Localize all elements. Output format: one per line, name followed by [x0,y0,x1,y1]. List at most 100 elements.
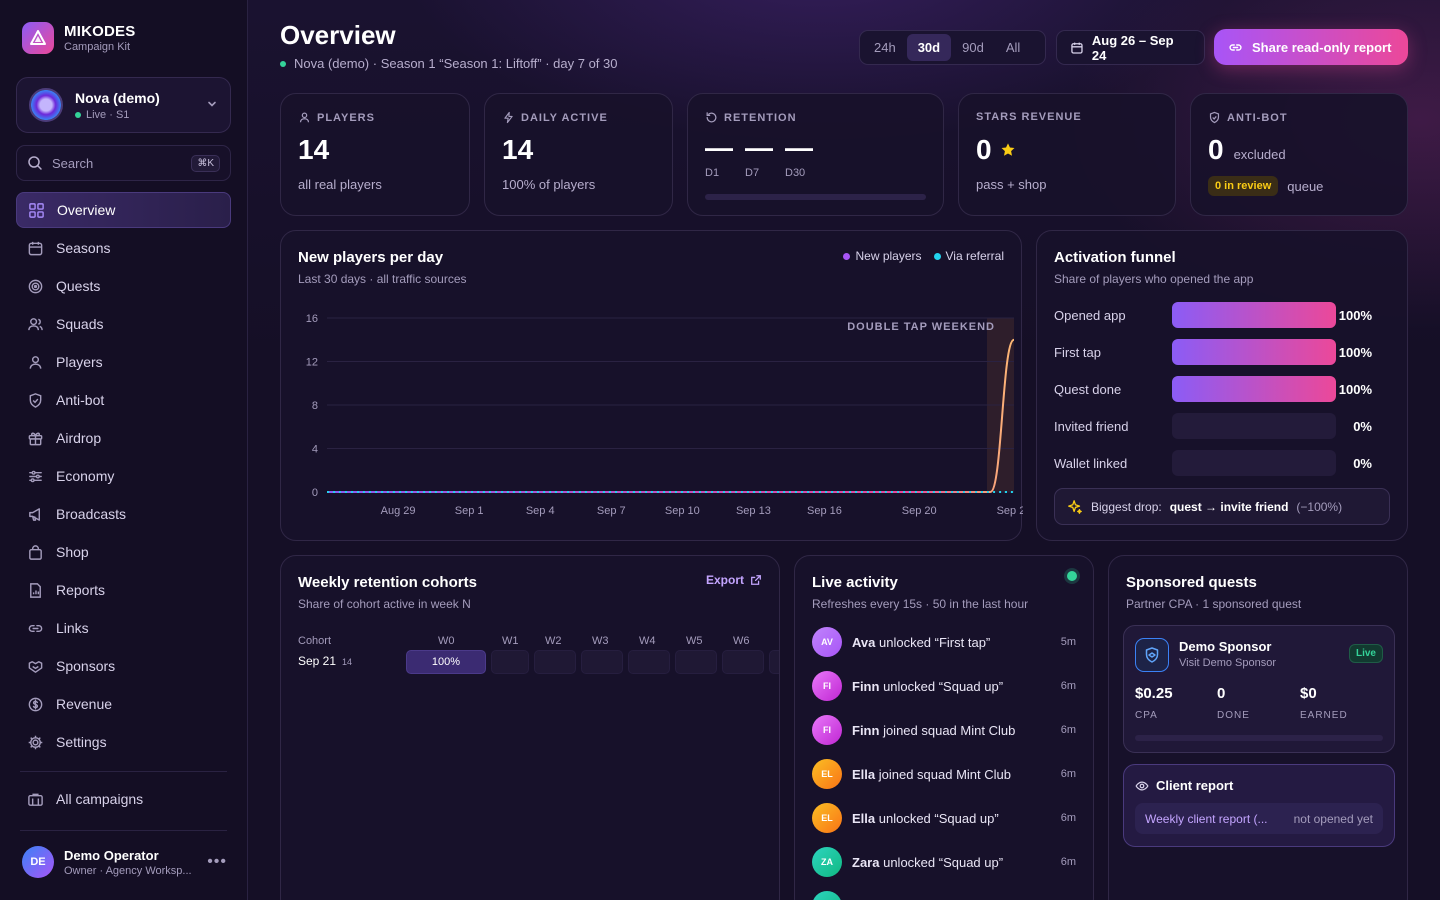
sidebar-item-seasons[interactable]: Seasons [16,230,231,266]
activation-funnel-card: Activation funnel Share of players who o… [1036,230,1408,541]
cohort-cell [534,650,576,674]
sponsor-sub: Visit Demo Sponsor [1179,657,1277,669]
activity-item[interactable]: EL Ella joined squad Mint Club 6m [812,759,1076,789]
live-dot-icon [75,111,81,118]
sponsor-quest-card[interactable]: Demo Sponsor Visit Demo Sponsor Live $0.… [1123,625,1395,753]
activity-item[interactable]: ZA Zara unlocked “Squad up” 6m [812,847,1076,877]
user-icon [299,112,310,123]
chart-annotation: DOUBLE TAP WEEKEND [847,321,995,333]
cohort-header: Cohort [298,635,332,647]
x-tick-label: Aug 29 [381,505,416,517]
legend-via-referral[interactable]: Via referral [933,249,1004,263]
funnel-pct: 100% [1338,381,1372,397]
biggest-drop-callout: Biggest drop: quest → invite friend (−10… [1054,488,1390,525]
review-badge[interactable]: 0 in review [1208,176,1279,196]
sidebar-item-label: Reports [56,582,106,598]
campaign-switcher[interactable]: Nova (demo) Live · S1 [16,77,231,133]
client-report-link[interactable]: Weekly client report (... [1145,811,1268,826]
sidebar-item-overview[interactable]: Overview [16,192,231,228]
avatar: EL [812,803,842,833]
funnel-bar [1172,413,1336,439]
funnel-title: Activation funnel [1054,249,1176,266]
y-tick-label: 16 [306,313,318,325]
activity-item[interactable]: FI Finn joined squad Mint Club 6m [812,715,1076,745]
range-all[interactable]: All [1005,40,1021,55]
sidebar-item-airdrop[interactable]: Airdrop [16,420,231,456]
kpi-stars-revenue: STARS REVENUE 0 pass + shop [958,93,1176,216]
kpi-value: 0 [976,134,992,165]
gear-icon [28,735,43,749]
activity-actor: Zara [852,854,880,870]
drop-value: (−100%) [1296,499,1343,514]
x-tick-label: Sep 24 [997,505,1023,517]
funnel-bar [1172,302,1336,328]
client-report-card: Client report Weekly client report (... … [1123,764,1395,847]
export-label: Export [705,573,744,587]
shield-icon [1209,111,1220,124]
export-button[interactable]: Export [706,573,762,587]
client-report-header: Client report [1135,778,1233,793]
funnel-row: First tap 100% [1054,339,1372,365]
legend-new-players[interactable]: New players [843,249,922,263]
cohort-cell [722,650,764,674]
share-report-button[interactable]: Share read-only report [1214,29,1408,65]
retention-d1-label: D1 [705,167,720,179]
legend-label: Via referral [945,249,1004,263]
funnel-label: Quest done [1054,381,1122,397]
sidebar-item-squads[interactable]: Squads [16,306,231,342]
week-header: W1 [502,635,519,647]
all-campaigns-link[interactable]: All campaigns [16,781,231,817]
operator-profile[interactable]: DE Demo Operator Owner · Agency Worksp..… [22,846,227,878]
cohort-cell [675,650,717,674]
kpi-players-header: PLAYERS [298,111,375,124]
kpi-sub: 100% of players [502,177,596,192]
sidebar-item-broadcasts[interactable]: Broadcasts [16,496,231,532]
activity-time: 6m [1060,680,1076,692]
activity-actor: Finn [852,722,880,738]
sidebar-item-sponsors[interactable]: Sponsors [16,648,231,684]
sidebar-item-economy[interactable]: Economy [16,458,231,494]
chart-legend: New players Via referral [843,249,1004,263]
sidebar-item-revenue[interactable]: Revenue [16,686,231,722]
sidebar-item-reports[interactable]: Reports [16,572,231,608]
activity-item[interactable]: AV Ava unlocked “First tap” 5m [812,627,1076,657]
activity-item[interactable]: FI Finn unlocked “Squad up” 6m [812,671,1076,701]
report-icon [30,582,41,598]
sidebar-item-label: Players [56,354,103,370]
search-input[interactable]: Search ⌘K [16,145,231,181]
sidebar-item-settings[interactable]: Settings [16,724,231,760]
activity-title: Live activity [812,574,898,591]
sidebar-item-links[interactable]: Links [16,610,231,646]
client-report-row[interactable]: Weekly client report (... not opened yet [1135,803,1383,834]
sidebar-item-players[interactable]: Players [16,344,231,380]
activity-item[interactable] [812,891,1076,900]
funnel-subtitle: Share of players who opened the app [1054,272,1254,286]
cohort-date: Sep 21 [298,654,337,668]
date-range-picker[interactable]: Aug 26 – Sep 24 [1056,30,1205,65]
bag-icon [29,544,42,560]
kpi-value-row: 0 [976,134,1016,166]
sidebar-item-label: Anti-bot [56,392,105,408]
y-tick-label: 12 [306,357,318,369]
cohort-cell-w0[interactable]: 100% [406,650,486,674]
sidebar-item-label: Economy [56,468,115,484]
page-title: Overview [280,20,396,50]
sidebar-item-anti-bot[interactable]: Anti-bot [16,382,231,418]
cohorts-title: Weekly retention cohorts [298,574,477,591]
activity-time: 6m [1060,812,1076,824]
activity-action: unlocked “Squad up” [883,854,1004,870]
range-90d[interactable]: 90d [962,40,984,55]
kpi-label: DAILY ACTIVE [521,111,608,124]
sidebar-item-shop[interactable]: Shop [16,534,231,570]
campaign-name: Nova (demo) [75,89,160,106]
target-icon [28,279,43,293]
sponsor-earned-value: $0 [1300,685,1317,702]
range-24h[interactable]: 24h [874,40,896,55]
activity-item[interactable]: EL Ella unlocked “Squad up” 6m [812,803,1076,833]
sidebar-item-quests[interactable]: Quests [16,268,231,304]
more-icon[interactable]: ••• [207,853,227,870]
campaign-status: Live · S1 [86,108,130,121]
kpi-label: STARS REVENUE [976,111,1082,123]
user-icon [29,355,42,369]
range-30d[interactable]: 30d [906,34,952,61]
